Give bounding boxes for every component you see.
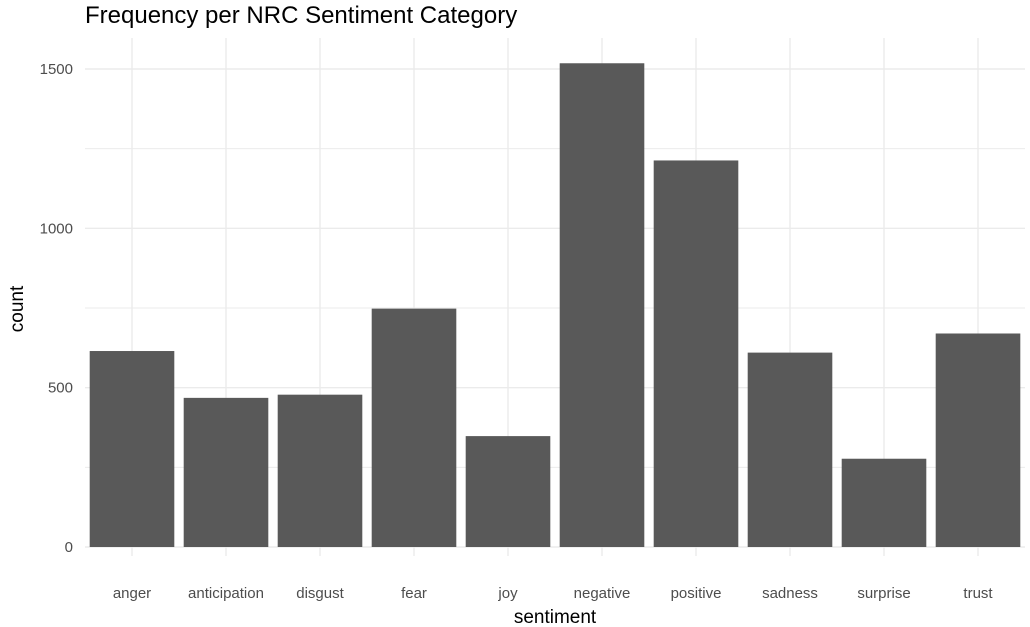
bar-joy [465, 436, 551, 547]
bar-disgust [277, 394, 363, 547]
y-tick-label: 500 [48, 380, 73, 397]
x-tick-label: joy [497, 585, 518, 602]
bar-anticipation [183, 397, 269, 547]
x-axis-title: sentiment [514, 607, 597, 627]
y-tick-label: 1000 [40, 220, 73, 237]
x-tick-label: surprise [857, 585, 910, 602]
bar-fear [371, 308, 457, 547]
x-axis-ticks: anger anticipation disgust fear joy negative p… [113, 585, 994, 602]
bar-negative [559, 63, 645, 547]
bar-sadness [747, 352, 833, 547]
x-tick-label: fear [401, 585, 427, 602]
bars [89, 63, 1021, 547]
y-tick-label: 0 [65, 539, 73, 556]
x-tick-label: sadness [762, 585, 818, 602]
bar-anger [89, 351, 175, 547]
x-tick-label: positive [671, 585, 722, 602]
y-tick-label: 1500 [40, 61, 73, 78]
x-tick-label: anticipation [188, 585, 264, 602]
x-tick-label: trust [963, 585, 993, 602]
chart-title: Frequency per NRC Sentiment Category [85, 2, 518, 29]
bar-trust [935, 333, 1021, 547]
bar-surprise [841, 458, 927, 547]
x-tick-label: anger [113, 585, 151, 602]
x-tick-label: disgust [296, 585, 344, 602]
y-axis-ticks: 0 500 1000 1500 [40, 61, 73, 556]
x-tick-label: negative [574, 585, 631, 602]
y-axis-title: count [7, 285, 28, 332]
bar-positive [653, 160, 739, 547]
